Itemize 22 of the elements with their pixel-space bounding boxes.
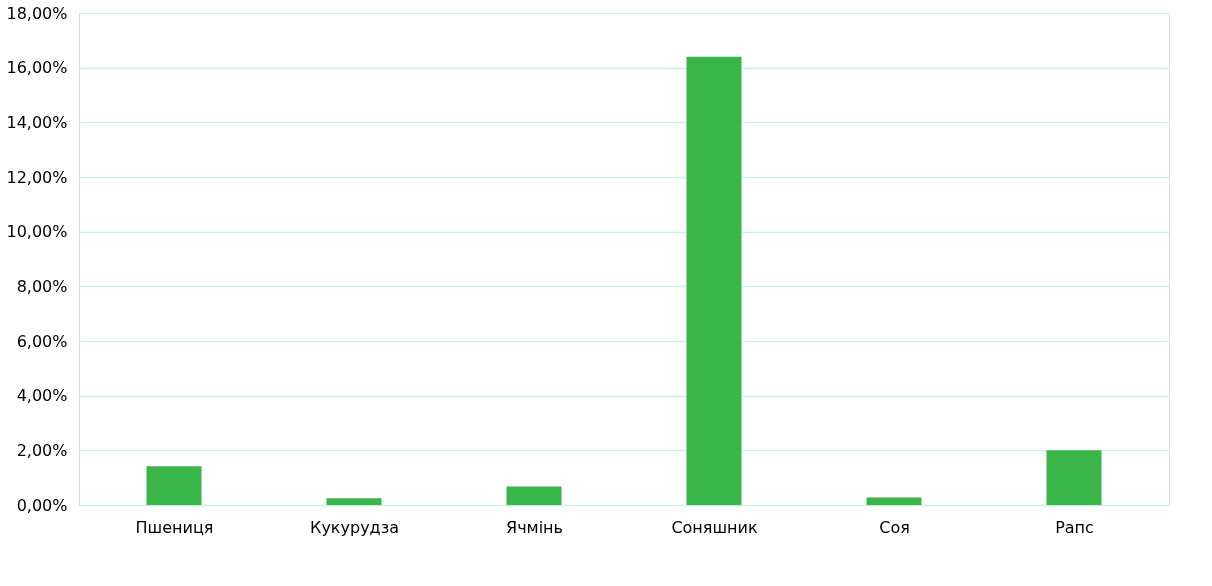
y-tick-label: 2,00% <box>16 440 68 460</box>
y-tick-label: 0,00% <box>16 495 68 515</box>
x-tick-label: Соняшник <box>671 517 758 537</box>
x-tick-label: Рапс <box>1055 517 1094 537</box>
x-tick-label: Пшениця <box>135 517 214 537</box>
y-tick-label: 8,00% <box>16 276 68 296</box>
y-tick-label: 18,00% <box>6 3 68 23</box>
bar <box>866 497 922 505</box>
y-tick-label: 12,00% <box>6 167 68 187</box>
x-tick-label: Соя <box>879 517 910 537</box>
y-tick-label: 10,00% <box>6 222 68 242</box>
x-tick-label: Ячмінь <box>506 517 563 537</box>
y-tick-label: 6,00% <box>16 331 68 351</box>
bar <box>686 56 742 505</box>
bar <box>1046 450 1102 505</box>
x-tick-label: Кукурудза <box>310 517 399 537</box>
y-tick-label: 16,00% <box>6 58 68 78</box>
y-tick-label: 4,00% <box>16 386 68 406</box>
bar <box>326 498 382 505</box>
y-tick-label: 14,00% <box>6 112 68 132</box>
bar <box>506 486 562 505</box>
bar <box>146 466 202 505</box>
